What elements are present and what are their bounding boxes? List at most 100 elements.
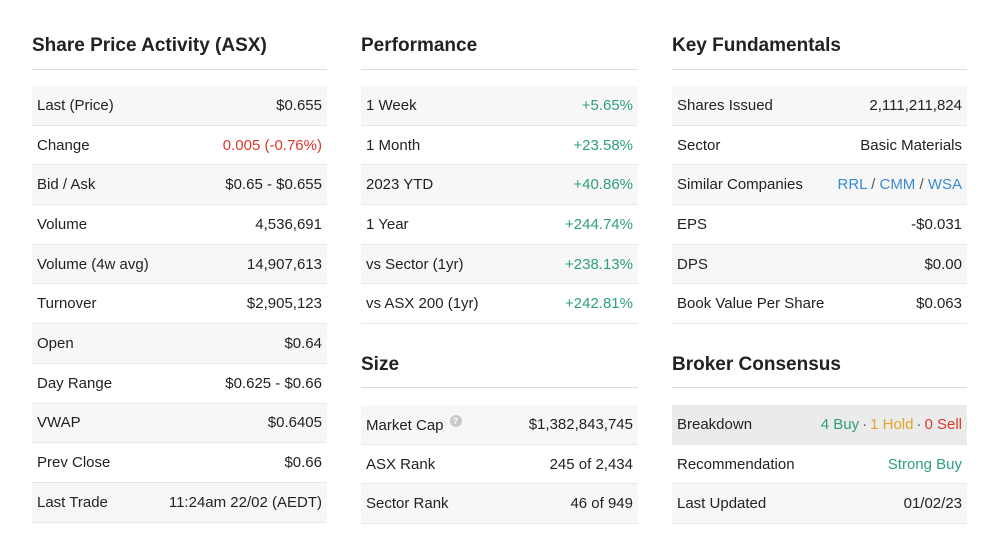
change-value: 0.005 (-0.76%) — [222, 136, 322, 154]
breakdown-value: 4 Buy · 1 Hold · 0 Sell — [821, 416, 962, 433]
table-row: ASX Rank 245 of 2,434 — [361, 444, 638, 485]
row-label: 1 Week — [366, 96, 417, 114]
company-link-cmm[interactable]: CMM — [879, 176, 916, 194]
row-value: $0.6405 — [267, 414, 322, 432]
broker-consensus-panel: Broker Consensus Breakdown 4 Buy · 1 Hold ·… — [672, 340, 967, 525]
row-value: $0.063 — [916, 295, 962, 313]
row-value: 14,907,613 — [246, 255, 322, 273]
last-updated-value: 01/02/23 — [903, 495, 962, 513]
size-table: Market Cap? $1,382,843,745 ASX Rank 245 … — [361, 405, 638, 525]
row-label: Last Trade — [37, 493, 108, 511]
row-value: 11:24am 22/02 (AEDT) — [168, 493, 322, 511]
performance-table: 1 Week +5.65% 1 Month +23.58% 2023 YTD +… — [361, 86, 638, 325]
table-row: Change 0.005 (-0.76%) — [32, 125, 327, 166]
row-label: Prev Close — [37, 454, 111, 472]
table-row: VWAP $0.6405 — [32, 403, 327, 444]
row-label: Recommendation — [677, 455, 795, 473]
size-panel: Size Market Cap? $1,382,843,745 ASX Rank… — [361, 340, 638, 525]
table-row: Bid / Ask $0.65 - $0.655 — [32, 165, 327, 206]
broker-table: Breakdown 4 Buy · 1 Hold · 0 Sell Recommenda… — [672, 405, 967, 525]
row-value: +244.74% — [565, 215, 633, 233]
table-row: Volume 4,536,691 — [32, 205, 327, 245]
dot-separator: · — [862, 415, 868, 433]
fundamentals-table: Shares Issued 2,111,211,824 Sector Basic… — [672, 86, 967, 325]
table-row: Recommendation Strong Buy — [672, 444, 967, 485]
row-value: Basic Materials — [860, 136, 962, 154]
table-row: Book Value Per Share $0.063 — [672, 284, 967, 325]
fundamentals-panel: Key Fundamentals Shares Issued 2,111,211… — [672, 0, 967, 525]
table-row: Last Trade 11:24am 22/02 (AEDT) — [32, 482, 327, 523]
table-row: Last Updated 01/02/23 — [672, 484, 967, 525]
table-row: EPS -$0.031 — [672, 205, 967, 245]
recommendation-value: Strong Buy — [887, 455, 962, 473]
share-price-table: Last (Price) $0.655 Change 0.005 (-0.76%… — [32, 86, 327, 523]
row-label: Sector — [677, 136, 721, 154]
table-row: 1 Month +23.58% — [361, 125, 638, 166]
table-row: 1 Week +5.65% — [361, 86, 638, 126]
row-value: -$0.031 — [911, 215, 962, 233]
table-row: Shares Issued 2,111,211,824 — [672, 86, 967, 126]
row-label: 2023 YTD — [366, 176, 434, 194]
table-row: Sector Basic Materials — [672, 125, 967, 166]
row-value: $2,905,123 — [246, 295, 322, 313]
row-value: $0.00 — [924, 255, 962, 273]
row-label: Last Updated — [677, 495, 767, 513]
broker-consensus-title: Broker Consensus — [672, 340, 967, 388]
row-label: 1 Year — [366, 215, 409, 233]
row-value: +238.13% — [565, 255, 633, 273]
market-cap-label: Market Cap — [366, 416, 444, 434]
row-value: $0.65 - $0.655 — [225, 176, 322, 194]
table-row: Breakdown 4 Buy · 1 Hold · 0 Sell — [672, 405, 967, 445]
dot-separator: · — [916, 415, 922, 433]
row-label: vs Sector (1yr) — [366, 255, 464, 273]
row-value: 2,111,211,824 — [869, 96, 962, 114]
buy-count: 4 Buy — [820, 415, 860, 433]
row-label: Volume — [37, 215, 88, 233]
company-link-rrl[interactable]: RRL — [837, 176, 867, 194]
company-link-wsa[interactable]: WSA — [927, 176, 962, 194]
row-value: +23.58% — [573, 136, 633, 154]
performance-title: Performance — [361, 0, 638, 70]
row-value: 46 of 949 — [570, 495, 633, 513]
row-label: Shares Issued — [677, 96, 773, 114]
row-value: $0.64 — [284, 334, 322, 352]
table-row: Market Cap? $1,382,843,745 — [361, 405, 638, 445]
row-label: EPS — [677, 215, 708, 233]
sell-count: 0 Sell — [924, 415, 962, 433]
row-label: Volume (4w avg) — [37, 255, 149, 273]
row-value: $0.66 — [284, 454, 322, 472]
performance-panel: Performance 1 Week +5.65% 1 Month +23.58… — [361, 0, 638, 525]
table-row: Volume (4w avg) 14,907,613 — [32, 244, 327, 285]
row-label: Similar Companies — [677, 176, 803, 194]
table-row: 2023 YTD +40.86% — [361, 165, 638, 206]
table-row: Day Range $0.625 - $0.66 — [32, 363, 327, 404]
row-label: Market Cap? — [366, 414, 462, 434]
link-separator: / — [919, 176, 924, 194]
fundamentals-title: Key Fundamentals — [672, 0, 967, 70]
row-label: Change — [37, 136, 90, 154]
table-row: vs Sector (1yr) +238.13% — [361, 244, 638, 285]
table-row: Last (Price) $0.655 — [32, 86, 327, 126]
row-label: Sector Rank — [366, 495, 449, 513]
row-value: $0.655 — [276, 96, 322, 114]
table-row: vs ASX 200 (1yr) +242.81% — [361, 284, 638, 325]
help-icon[interactable]: ? — [449, 414, 462, 427]
table-row: 1 Year +244.74% — [361, 205, 638, 245]
size-title: Size — [361, 340, 638, 388]
table-row: Sector Rank 46 of 949 — [361, 484, 638, 525]
row-value: $1,382,843,745 — [528, 415, 633, 433]
row-label: VWAP — [37, 414, 81, 432]
table-row: Similar Companies RRL / CMM / WSA — [672, 165, 967, 206]
row-label: Day Range — [37, 374, 113, 392]
row-label: Last (Price) — [37, 96, 114, 114]
table-row: DPS $0.00 — [672, 244, 967, 285]
row-label: vs ASX 200 (1yr) — [366, 295, 479, 313]
link-separator: / — [871, 176, 876, 194]
row-label: ASX Rank — [366, 455, 436, 473]
row-label: Turnover — [37, 295, 97, 313]
row-value: +242.81% — [565, 295, 633, 313]
table-row: Prev Close $0.66 — [32, 443, 327, 483]
row-value: +40.86% — [573, 176, 633, 194]
row-value: +5.65% — [581, 96, 633, 114]
row-label: Breakdown — [677, 415, 753, 433]
